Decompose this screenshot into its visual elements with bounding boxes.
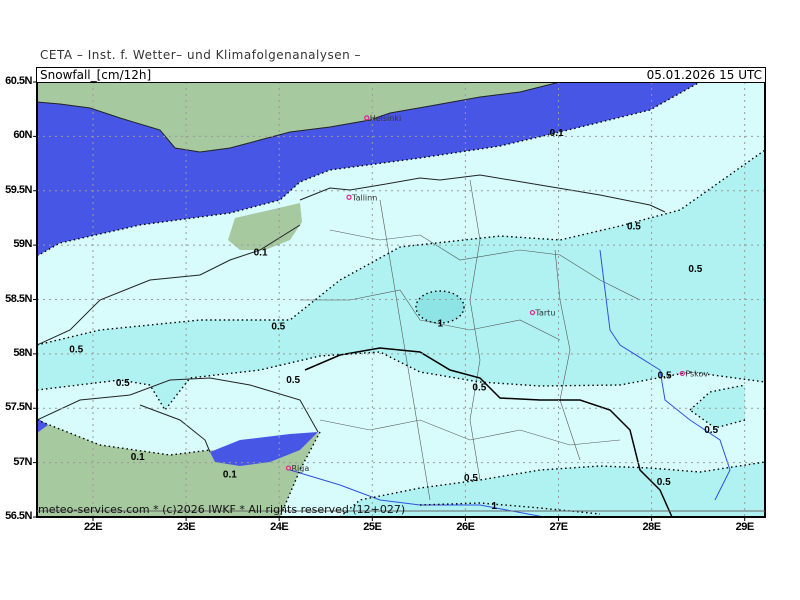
city-label: Tartu — [534, 309, 555, 318]
lat-label: 60.5N — [5, 75, 32, 87]
valid-time: 05.01.2026 15 UTC — [646, 68, 762, 82]
credit-line: CETA – Inst. f. Wetter– und Klimafolgena… — [40, 48, 362, 62]
lon-label: 28E — [642, 521, 662, 533]
lon-label: 26E — [456, 521, 475, 533]
gulf-of-riga-no-snow — [210, 432, 318, 466]
city-markers: Helsinki Tallinn Tartu Riga Pskov — [285, 114, 708, 473]
city-label: Pskov — [685, 369, 708, 378]
lon-label: 29E — [735, 521, 755, 533]
city-marker-icon — [346, 194, 352, 200]
river — [599, 249, 731, 501]
contour-label: 0.5 — [464, 473, 478, 484]
axis-ticks — [33, 81, 746, 521]
lat-label: 57.5N — [5, 401, 32, 414]
snow-0-5-southeast — [690, 385, 745, 428]
contour-label: 0.5 — [657, 477, 671, 488]
city-marker-icon — [285, 465, 292, 471]
coastlines — [37, 82, 666, 453]
country-border — [304, 347, 673, 517]
lat-label: 58N — [13, 346, 32, 359]
city-marker-icon — [364, 115, 370, 121]
lat-label: 58.5N — [5, 292, 32, 305]
contour-label: 0.5 — [688, 264, 702, 275]
contour-label: 0.5 — [271, 322, 285, 333]
sea-no-snow-southwest — [37, 418, 48, 433]
contour-label: 1 — [437, 318, 443, 329]
contour-label: 0.5 — [286, 375, 300, 386]
lat-label: 60N — [13, 129, 32, 142]
city-label: Helsinki — [370, 114, 401, 123]
lat-label: 59.5N — [5, 183, 32, 196]
map-header: Snowfall_[cm/12h] 05.01.2026 15 UTC — [36, 67, 766, 83]
contour-label: 0.1 — [131, 452, 145, 463]
contour-label: 0.5 — [69, 344, 83, 355]
snow-0-5-south — [340, 462, 765, 517]
snow-0-5-band — [37, 150, 765, 410]
lon-label: 22E — [83, 521, 103, 533]
lat-label: 57N — [13, 455, 32, 468]
city-marker-icon — [679, 370, 685, 377]
lat-lon-grid — [37, 82, 765, 517]
contour-lines — [37, 82, 765, 517]
contour-label: 0.5 — [472, 383, 486, 394]
contour-label: 0.1 — [223, 470, 237, 481]
land-no-snow-finland — [37, 82, 560, 152]
contour-label: 0.5 — [627, 222, 641, 233]
contour-label: 0.1 — [254, 248, 268, 259]
contour-label: 0.1 — [550, 128, 564, 139]
copyright-footer: meteo-services.com * (c)2026 IWKF * All … — [38, 503, 406, 516]
contour-label: 0.5 — [658, 371, 672, 382]
lat-label: 59N — [13, 238, 32, 251]
contour-label: 1 — [491, 501, 497, 512]
city-label: Tallinn — [351, 193, 377, 202]
contour-label: 0.5 — [704, 425, 718, 436]
contour-labels: 0.1 0.5 0.1 0.5 1 0.5 0.5 0.5 0.5 0.5 0.5 0.5 0.1 0.1… — [69, 128, 718, 512]
lat-label: 56.5N — [5, 510, 32, 522]
land-no-snow-estonia — [228, 203, 302, 250]
lon-label: 25E — [363, 521, 382, 533]
parameter-label: Snowfall_[cm/12h] — [40, 68, 152, 82]
city-label: Riga — [292, 464, 310, 473]
city-marker-icon — [529, 309, 536, 316]
lon-label: 24E — [270, 521, 289, 533]
lon-label: 23E — [177, 521, 196, 533]
lon-label: 27E — [549, 521, 568, 533]
land-no-snow-south — [37, 420, 320, 517]
contour-label: 0.5 — [116, 378, 130, 389]
river-daugava — [289, 469, 547, 517]
